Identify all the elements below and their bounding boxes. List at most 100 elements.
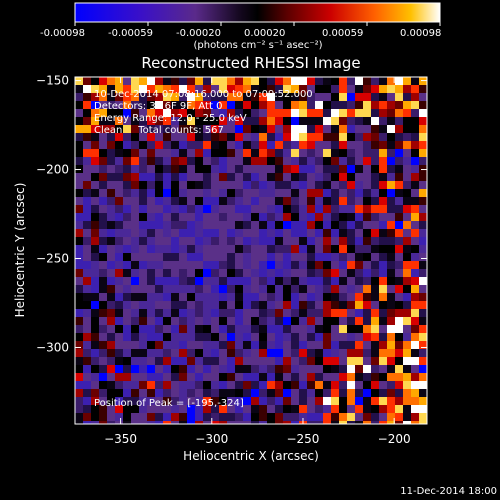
heatmap-cell xyxy=(123,421,131,424)
heatmap-cell xyxy=(91,421,99,424)
heatmap-cell xyxy=(323,365,331,373)
heatmap-cell xyxy=(219,381,227,389)
heatmap-cell xyxy=(195,309,203,317)
heatmap-cell xyxy=(75,365,83,373)
heatmap-cell xyxy=(115,125,123,133)
heatmap-cell xyxy=(259,157,267,165)
heatmap-cell xyxy=(147,77,155,85)
heatmap-cell xyxy=(339,261,347,269)
heatmap-cell xyxy=(419,141,427,149)
heatmap-cell xyxy=(331,381,339,389)
heatmap-cell xyxy=(259,317,267,325)
heatmap-cell xyxy=(235,349,243,357)
heatmap-cell xyxy=(363,413,371,421)
heatmap-cell xyxy=(179,253,187,261)
heatmap-cell xyxy=(83,317,91,325)
heatmap-cell xyxy=(323,221,331,229)
heatmap-cell xyxy=(227,221,235,229)
heatmap-cell xyxy=(267,229,275,237)
heatmap-cell xyxy=(75,181,83,189)
heatmap-cell xyxy=(115,133,123,141)
heatmap-cell xyxy=(355,285,363,293)
heatmap-cell xyxy=(291,341,299,349)
heatmap-cell xyxy=(243,357,251,365)
heatmap-cell xyxy=(307,109,315,117)
heatmap-cell xyxy=(251,221,259,229)
heatmap-cell xyxy=(411,285,419,293)
heatmap-cell xyxy=(395,125,403,133)
heatmap-cell xyxy=(259,389,267,397)
heatmap-cell xyxy=(259,125,267,133)
heatmap-cell xyxy=(187,253,195,261)
heatmap-cell xyxy=(123,277,131,285)
heatmap-cell xyxy=(419,349,427,357)
heatmap-cell xyxy=(219,317,227,325)
heatmap-cell xyxy=(75,109,83,117)
heatmap-cell xyxy=(147,301,155,309)
heatmap-cell xyxy=(123,125,131,133)
heatmap-cell xyxy=(83,93,91,101)
heatmap-cell xyxy=(323,389,331,397)
heatmap-cell xyxy=(147,93,155,101)
heatmap-cell xyxy=(259,261,267,269)
heatmap-cell xyxy=(411,333,419,341)
heatmap-cell xyxy=(155,133,163,141)
heatmap-cell xyxy=(179,117,187,125)
heatmap-cell xyxy=(235,405,243,413)
heatmap-cell xyxy=(371,317,379,325)
heatmap-cell xyxy=(363,125,371,133)
heatmap-cell xyxy=(315,261,323,269)
heatmap-cell xyxy=(347,349,355,357)
heatmap-cell xyxy=(299,301,307,309)
heatmap-cell xyxy=(107,381,115,389)
heatmap-cell xyxy=(211,213,219,221)
heatmap-cell xyxy=(115,181,123,189)
heatmap-cell xyxy=(315,77,323,85)
heatmap-cell xyxy=(419,237,427,245)
heatmap-cell xyxy=(139,325,147,333)
heatmap-cell xyxy=(171,261,179,269)
heatmap-cell xyxy=(371,309,379,317)
heatmap-cell xyxy=(219,85,227,93)
heatmap-cell xyxy=(227,253,235,261)
heatmap-cell xyxy=(411,413,419,421)
heatmap-cell xyxy=(115,157,123,165)
heatmap-cell xyxy=(291,381,299,389)
heatmap-cell xyxy=(243,277,251,285)
heatmap-cell xyxy=(387,341,395,349)
heatmap-cell xyxy=(163,317,171,325)
heatmap-cell xyxy=(267,197,275,205)
heatmap-cell xyxy=(299,245,307,253)
heatmap-cell xyxy=(243,141,251,149)
heatmap-cell xyxy=(203,413,211,421)
heatmap-cell xyxy=(419,357,427,365)
heatmap-cell xyxy=(243,365,251,373)
heatmap-cell xyxy=(331,421,339,424)
heatmap-cell xyxy=(403,381,411,389)
heatmap-cell xyxy=(123,213,131,221)
heatmap-cell xyxy=(131,141,139,149)
heatmap-cell xyxy=(131,357,139,365)
heatmap-cell xyxy=(155,101,163,109)
heatmap-cell xyxy=(283,229,291,237)
heatmap-cell xyxy=(403,405,411,413)
heatmap-cell xyxy=(211,165,219,173)
heatmap-cell xyxy=(219,125,227,133)
colorbar-tick-label: 0.00098 xyxy=(400,28,441,39)
heatmap-cell xyxy=(243,197,251,205)
heatmap-cell xyxy=(107,221,115,229)
heatmap-cell xyxy=(307,381,315,389)
heatmap-cell xyxy=(227,301,235,309)
heatmap-cell xyxy=(291,221,299,229)
heatmap-cell xyxy=(83,237,91,245)
heatmap-cell xyxy=(307,133,315,141)
heatmap-cell xyxy=(267,109,275,117)
heatmap-cell xyxy=(219,269,227,277)
heatmap-cell xyxy=(235,333,243,341)
heatmap-cell xyxy=(291,413,299,421)
heatmap-cell xyxy=(323,413,331,421)
heatmap-cell xyxy=(243,221,251,229)
heatmap-cell xyxy=(75,405,83,413)
heatmap-cell xyxy=(171,405,179,413)
heatmap-cell xyxy=(299,125,307,133)
